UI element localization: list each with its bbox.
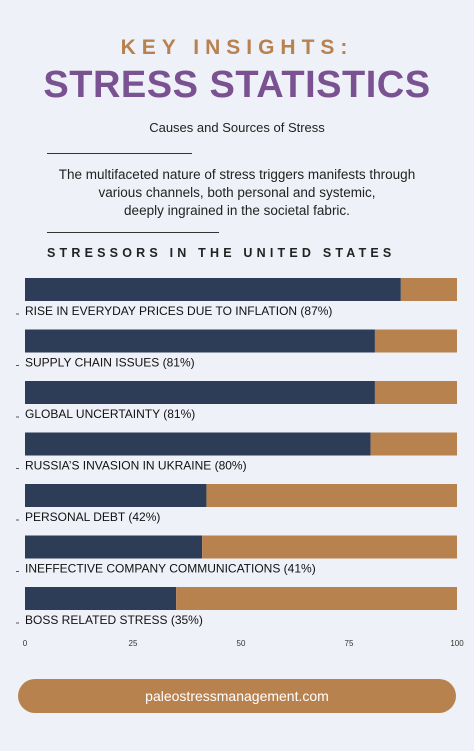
bar-label: GLOBAL UNCERTAINTY (81%): [25, 407, 195, 421]
x-tick-label: 0: [23, 639, 28, 648]
bar-segment-value: [25, 278, 401, 301]
bar-segment-value: [25, 535, 203, 559]
divider-bottom: [47, 232, 219, 233]
bar-label: PERSONAL DEBT (42%): [25, 510, 160, 524]
intro-line: deeply ingrained in the societal fabric.: [124, 203, 350, 218]
bar-label: BOSS RELATED STRESS (35%): [25, 613, 203, 627]
chart-title: STRESSORS IN THE UNITED STATES: [47, 246, 396, 260]
x-tick-label: 50: [237, 639, 246, 648]
bar-segment-remainder: [202, 535, 457, 559]
intro-paragraph: The multifaceted nature of stress trigge…: [24, 166, 450, 220]
bar-segment-value: [25, 381, 375, 404]
bar-segment-remainder: [400, 278, 457, 301]
bar-label: RUSSIA’S INVASION IN UKRAINE (80%): [25, 459, 247, 473]
intro-line: various channels, both personal and syst…: [98, 185, 376, 200]
bar-segment-value: [25, 484, 207, 507]
x-tick-label: 100: [450, 639, 464, 648]
page-title: STRESS STATISTICS: [43, 64, 431, 106]
bar-segment-value: [25, 432, 371, 456]
kicker-heading: KEY INSIGHTS:: [120, 36, 354, 59]
bar-segment-remainder: [370, 432, 457, 456]
bar-label: INEFFECTIVE COMPANY COMMUNICATIONS (41%): [25, 562, 316, 576]
bar-segment-remainder: [374, 381, 457, 404]
bar-label: SUPPLY CHAIN ISSUES (81%): [25, 356, 195, 370]
bar-label: RISE IN EVERYDAY PRICES DUE TO INFLATION…: [25, 304, 332, 318]
website-link[interactable]: paleostressmanagement.com: [18, 679, 456, 713]
bar-segment-value: [25, 587, 177, 610]
page-subtitle: Causes and Sources of Stress: [149, 120, 325, 135]
intro-line: The multifaceted nature of stress trigge…: [58, 167, 416, 182]
divider-top: [47, 153, 192, 154]
bar-segment-remainder: [374, 329, 457, 353]
stressors-bar-chart: RISE IN EVERYDAY PRICES DUE TO INFLATION…: [16, 278, 464, 648]
bar-segment-remainder: [176, 587, 457, 610]
bar-segment-remainder: [206, 484, 457, 507]
x-tick-label: 25: [129, 639, 138, 648]
x-tick-label: 75: [345, 639, 354, 648]
bar-segment-value: [25, 329, 375, 353]
